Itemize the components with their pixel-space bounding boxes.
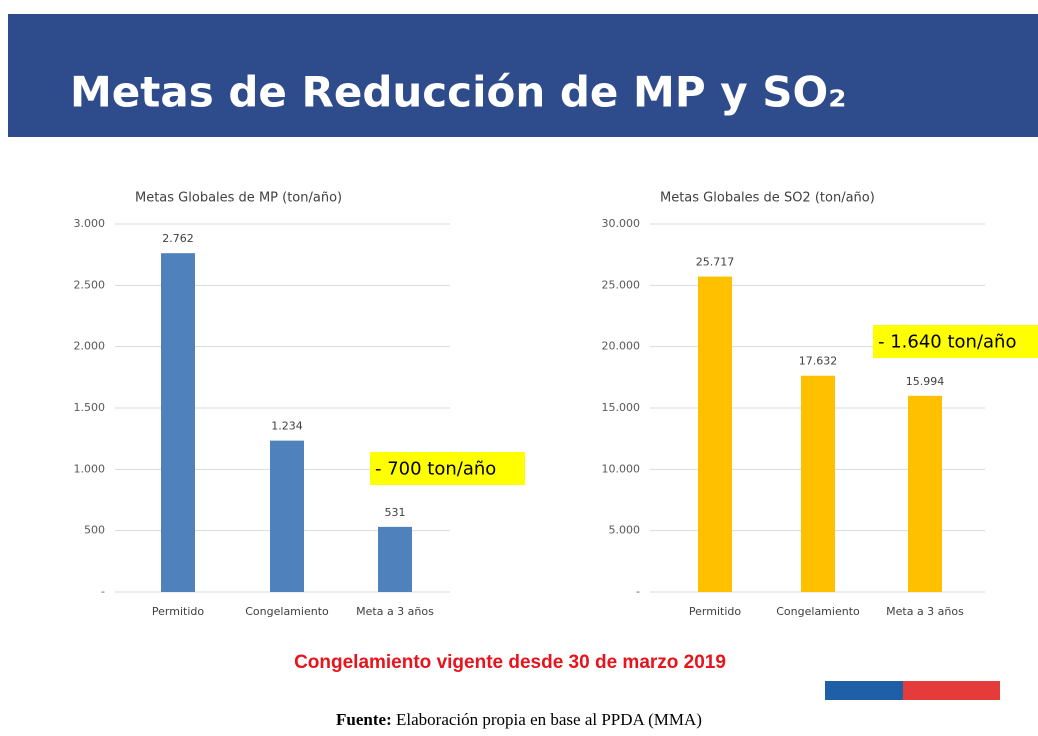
y-tick-label: 10.000 [602, 462, 641, 475]
annotation-box [370, 452, 525, 485]
x-tick-label: Congelamiento [776, 605, 860, 618]
flag-blue [825, 681, 903, 700]
source: Fuente: Elaboración propia en base al PP… [336, 710, 702, 729]
value-label: 1.234 [271, 420, 303, 433]
y-tick-label: 2.000 [74, 340, 106, 353]
y-tick-label: 500 [84, 524, 105, 537]
bar [161, 253, 195, 592]
value-label: 17.632 [799, 355, 838, 368]
x-tick-label: Permitido [152, 605, 204, 618]
source-text: Elaboración propia en base al PPDA (MMA) [392, 710, 702, 729]
y-tick-label: 30.000 [602, 217, 641, 230]
y-tick-label: - [636, 585, 640, 598]
y-tick-label: 15.000 [602, 401, 641, 414]
slide-title: Metas de Reducción de MP y SO₂ [70, 68, 847, 117]
chart-title: Metas Globales de SO2 (ton/año) [660, 191, 875, 206]
flag-red [903, 681, 1000, 700]
x-tick-label: Meta a 3 años [356, 605, 434, 618]
annotation: - 700 ton/año [375, 459, 496, 480]
chart-title: Metas Globales de MP (ton/año) [135, 191, 342, 206]
y-tick-label: 20.000 [602, 340, 641, 353]
value-label: 2.762 [162, 232, 194, 245]
y-tick-label: 5.000 [609, 524, 641, 537]
y-tick-label: 3.000 [74, 217, 106, 230]
header-band [8, 14, 1038, 137]
bar [270, 440, 304, 592]
x-tick-label: Congelamiento [245, 605, 329, 618]
source-label: Fuente: [336, 710, 392, 729]
y-tick-label: 1.000 [74, 462, 106, 475]
x-tick-label: Permitido [689, 605, 741, 618]
value-label: 25.717 [696, 256, 735, 269]
y-tick-label: 1.500 [74, 401, 106, 414]
value-label: 531 [385, 506, 406, 519]
bar [908, 395, 942, 592]
value-label: 15.994 [906, 375, 945, 388]
y-tick-label: 25.000 [602, 278, 641, 291]
x-tick-label: Meta a 3 años [886, 605, 964, 618]
annotation: - 1.640 ton/año [878, 332, 1016, 353]
annotation-box [873, 325, 1038, 358]
bar [801, 375, 835, 592]
footer-note: Congelamiento vigente desde 30 de marzo … [294, 652, 726, 673]
y-tick-label: 2.500 [74, 278, 106, 291]
bar [378, 526, 412, 592]
y-tick-label: - [101, 585, 105, 598]
bar [698, 276, 732, 592]
